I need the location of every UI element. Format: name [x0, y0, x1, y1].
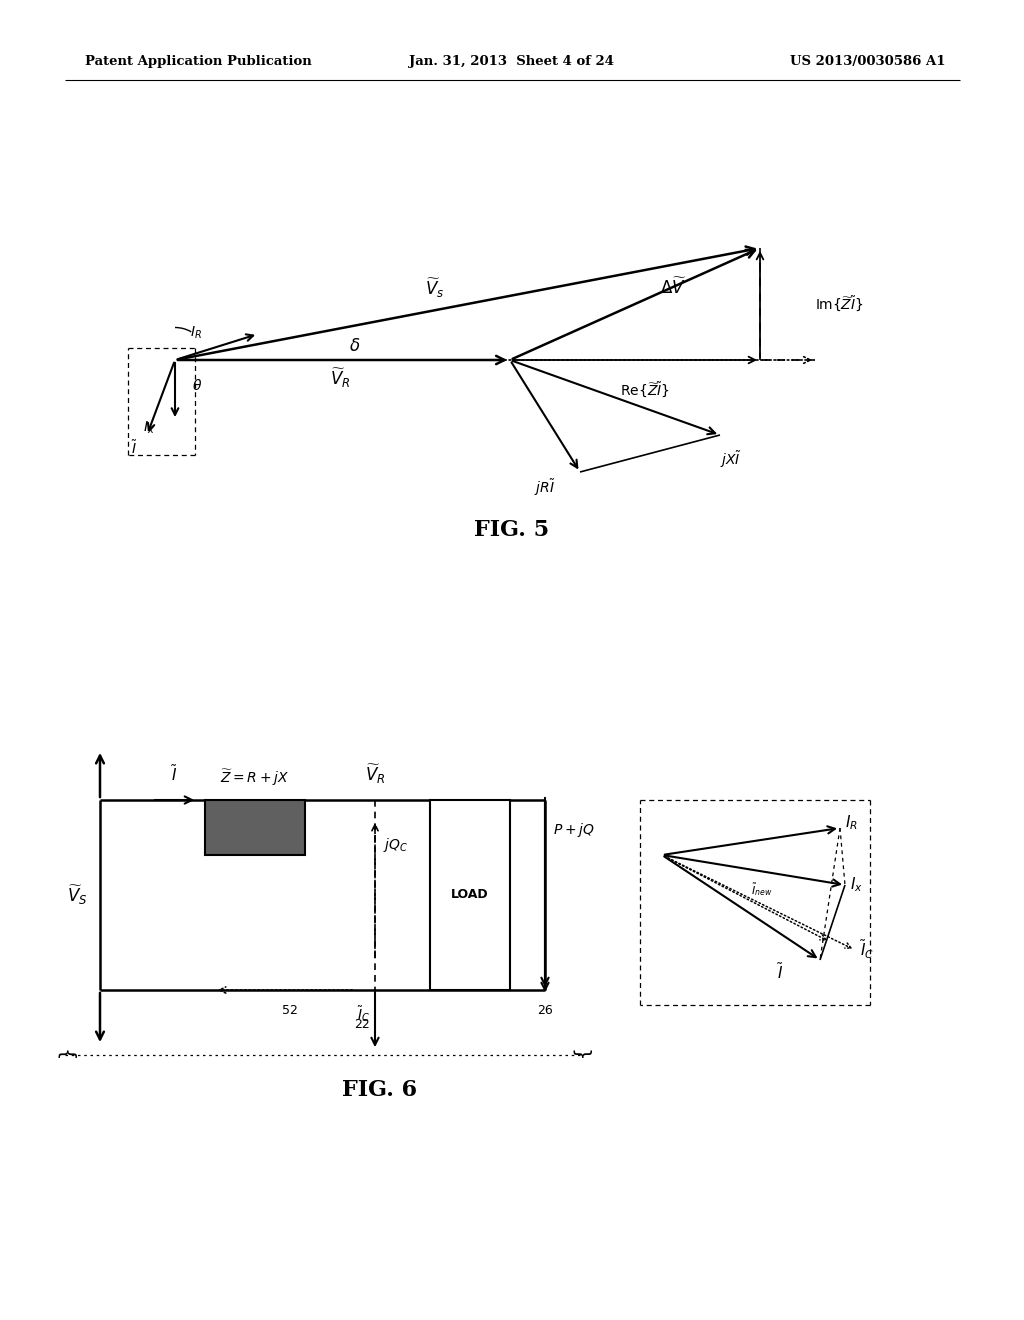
- Text: 22: 22: [354, 1018, 370, 1031]
- Text: 26: 26: [538, 1005, 553, 1016]
- Text: $\widetilde{I}$: $\widetilde{I}$: [171, 764, 177, 784]
- Bar: [205, 800, 305, 855]
- Text: $I_R$: $I_R$: [190, 325, 202, 341]
- Text: $I_x$: $I_x$: [850, 875, 863, 895]
- Text: FIG. 6: FIG. 6: [342, 1078, 418, 1101]
- Text: US 2013/0030586 A1: US 2013/0030586 A1: [790, 55, 945, 69]
- Text: $\widetilde{I}_C$: $\widetilde{I}_C$: [357, 1005, 370, 1024]
- Text: $I_R$: $I_R$: [845, 813, 858, 833]
- Text: $\delta$: $\delta$: [349, 337, 360, 355]
- Text: $\mathrm{Re}\{\widetilde{Z}\widetilde{I}\}$: $\mathrm{Re}\{\widetilde{Z}\widetilde{I}…: [621, 380, 670, 400]
- Text: $\widetilde{I}_C$: $\widetilde{I}_C$: [860, 939, 874, 961]
- Text: $jR\widetilde{I}$: $jR\widetilde{I}$: [535, 478, 556, 498]
- Text: $I_x$: $I_x$: [143, 420, 155, 436]
- Text: $\widetilde{V}_R$: $\widetilde{V}_R$: [365, 762, 385, 785]
- Text: $jQ_C$: $jQ_C$: [383, 836, 409, 854]
- Text: $\widetilde{V}_s$: $\widetilde{V}_s$: [425, 276, 444, 300]
- Text: $\widetilde{V}_R$: $\widetilde{V}_R$: [330, 366, 350, 389]
- Text: $\widetilde{I}$: $\widetilde{I}$: [131, 440, 137, 457]
- Text: $P + jQ$: $P + jQ$: [553, 821, 595, 840]
- Text: {: {: [55, 1049, 75, 1061]
- Text: $\theta$: $\theta$: [191, 378, 202, 392]
- Text: $\widetilde{I}$: $\widetilde{I}$: [776, 962, 783, 982]
- Text: $\widetilde{Z} = R + jX$: $\widetilde{Z} = R + jX$: [220, 768, 290, 788]
- Text: $\widetilde{I}_{new}$: $\widetilde{I}_{new}$: [751, 882, 772, 899]
- Text: $\mathrm{Im}\{\widetilde{Z}\widetilde{I}\}$: $\mathrm{Im}\{\widetilde{Z}\widetilde{I}…: [815, 294, 863, 313]
- Text: FIG. 5: FIG. 5: [474, 519, 550, 541]
- Bar: [430, 800, 510, 990]
- Text: Jan. 31, 2013  Sheet 4 of 24: Jan. 31, 2013 Sheet 4 of 24: [410, 55, 614, 69]
- Text: LOAD: LOAD: [452, 888, 488, 902]
- Text: $\Delta\widetilde{V}$: $\Delta\widetilde{V}$: [660, 277, 686, 298]
- Text: $\widetilde{V}_S$: $\widetilde{V}_S$: [68, 883, 88, 907]
- Text: 52: 52: [282, 1005, 298, 1016]
- Text: Patent Application Publication: Patent Application Publication: [85, 55, 311, 69]
- Text: $jX\widetilde{I}$: $jX\widetilde{I}$: [720, 450, 741, 470]
- Text: }: }: [570, 1049, 590, 1061]
